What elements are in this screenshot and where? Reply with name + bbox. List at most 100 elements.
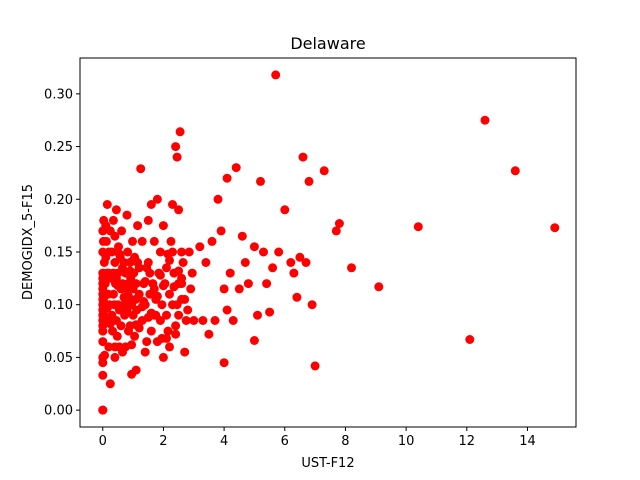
plot-area-frame (79, 57, 577, 428)
data-point (222, 173, 232, 183)
data-point (165, 289, 174, 299)
data-point (274, 247, 284, 257)
data-point (104, 268, 114, 278)
data-point (142, 263, 152, 273)
data-point (253, 310, 262, 320)
data-point (174, 310, 184, 320)
data-point (184, 247, 194, 257)
data-point (139, 297, 149, 306)
data-point (158, 352, 168, 362)
data-point (108, 289, 118, 299)
data-point (204, 329, 214, 339)
data-point (162, 310, 171, 320)
data-point (117, 226, 127, 236)
data-point (98, 370, 108, 380)
data-point (107, 247, 117, 257)
data-point (319, 166, 329, 176)
data-point (99, 289, 109, 299)
data-point (307, 300, 317, 310)
data-point (101, 252, 111, 262)
data-point (149, 284, 159, 294)
y-tick-label: 0.00 (44, 404, 73, 419)
y-tick-label: 0.25 (44, 140, 73, 155)
data-point (118, 263, 127, 273)
data-point (172, 300, 182, 310)
chart-title: Delaware (290, 34, 365, 53)
data-point (171, 329, 181, 339)
data-point (102, 303, 112, 313)
data-point (111, 273, 121, 283)
data-point (121, 302, 130, 312)
data-point (142, 337, 152, 347)
data-point (310, 361, 320, 371)
data-point (163, 249, 173, 259)
data-point (172, 152, 182, 162)
data-point (268, 263, 278, 273)
data-point (225, 268, 235, 278)
data-point (347, 263, 356, 273)
data-point (171, 321, 181, 331)
x-tick-label: 8 (341, 434, 349, 449)
data-point (152, 194, 162, 204)
data-point (256, 176, 265, 186)
data-point (178, 258, 188, 267)
data-point (195, 242, 205, 252)
data-point (140, 277, 150, 286)
x-tick-label: 14 (519, 434, 536, 449)
data-point (123, 247, 133, 257)
data-point (180, 294, 190, 304)
data-point (131, 279, 141, 289)
data-point (183, 305, 193, 315)
data-point (198, 316, 208, 325)
data-point (149, 236, 159, 246)
data-point (143, 215, 153, 225)
data-point (102, 200, 112, 209)
x-tick-label: 4 (220, 434, 228, 449)
data-point (234, 284, 244, 294)
data-point (114, 249, 124, 259)
data-point (262, 279, 272, 289)
data-point (134, 323, 144, 333)
y-tick-label: 0.05 (44, 351, 73, 366)
data-point (169, 282, 179, 292)
data-point (265, 307, 275, 317)
data-point (210, 316, 220, 325)
data-point (105, 379, 115, 389)
data-point (101, 236, 111, 246)
data-point (158, 221, 168, 231)
data-point (331, 226, 341, 236)
data-point (231, 163, 241, 173)
data-point (100, 350, 110, 360)
data-point (237, 231, 247, 241)
data-point (219, 358, 229, 368)
data-point (180, 347, 190, 357)
x-tick-label: 10 (398, 434, 415, 449)
data-point (480, 115, 490, 125)
data-point (110, 352, 120, 362)
data-point (289, 268, 299, 278)
data-point (165, 342, 174, 352)
data-point (146, 326, 156, 336)
data-point (171, 142, 181, 152)
data-point (157, 300, 167, 310)
data-point (280, 205, 290, 215)
data-point (100, 279, 110, 289)
data-point (110, 342, 120, 352)
x-tick-label: 12 (459, 434, 476, 449)
data-point (222, 305, 232, 315)
data-point (174, 266, 184, 276)
data-point (98, 337, 108, 347)
data-point (201, 258, 211, 267)
y-axis-ticks: 0.00 0.05 0.10 0.15 0.20 0.25 0.30 (44, 87, 80, 419)
data-point (216, 226, 226, 236)
data-point (124, 291, 133, 301)
data-point (155, 247, 165, 257)
x-tick-label: 0 (99, 434, 107, 449)
data-point (130, 331, 140, 341)
data-point (510, 166, 520, 176)
data-point (137, 236, 147, 246)
y-tick-label: 0.10 (44, 298, 73, 313)
data-point (157, 333, 167, 343)
